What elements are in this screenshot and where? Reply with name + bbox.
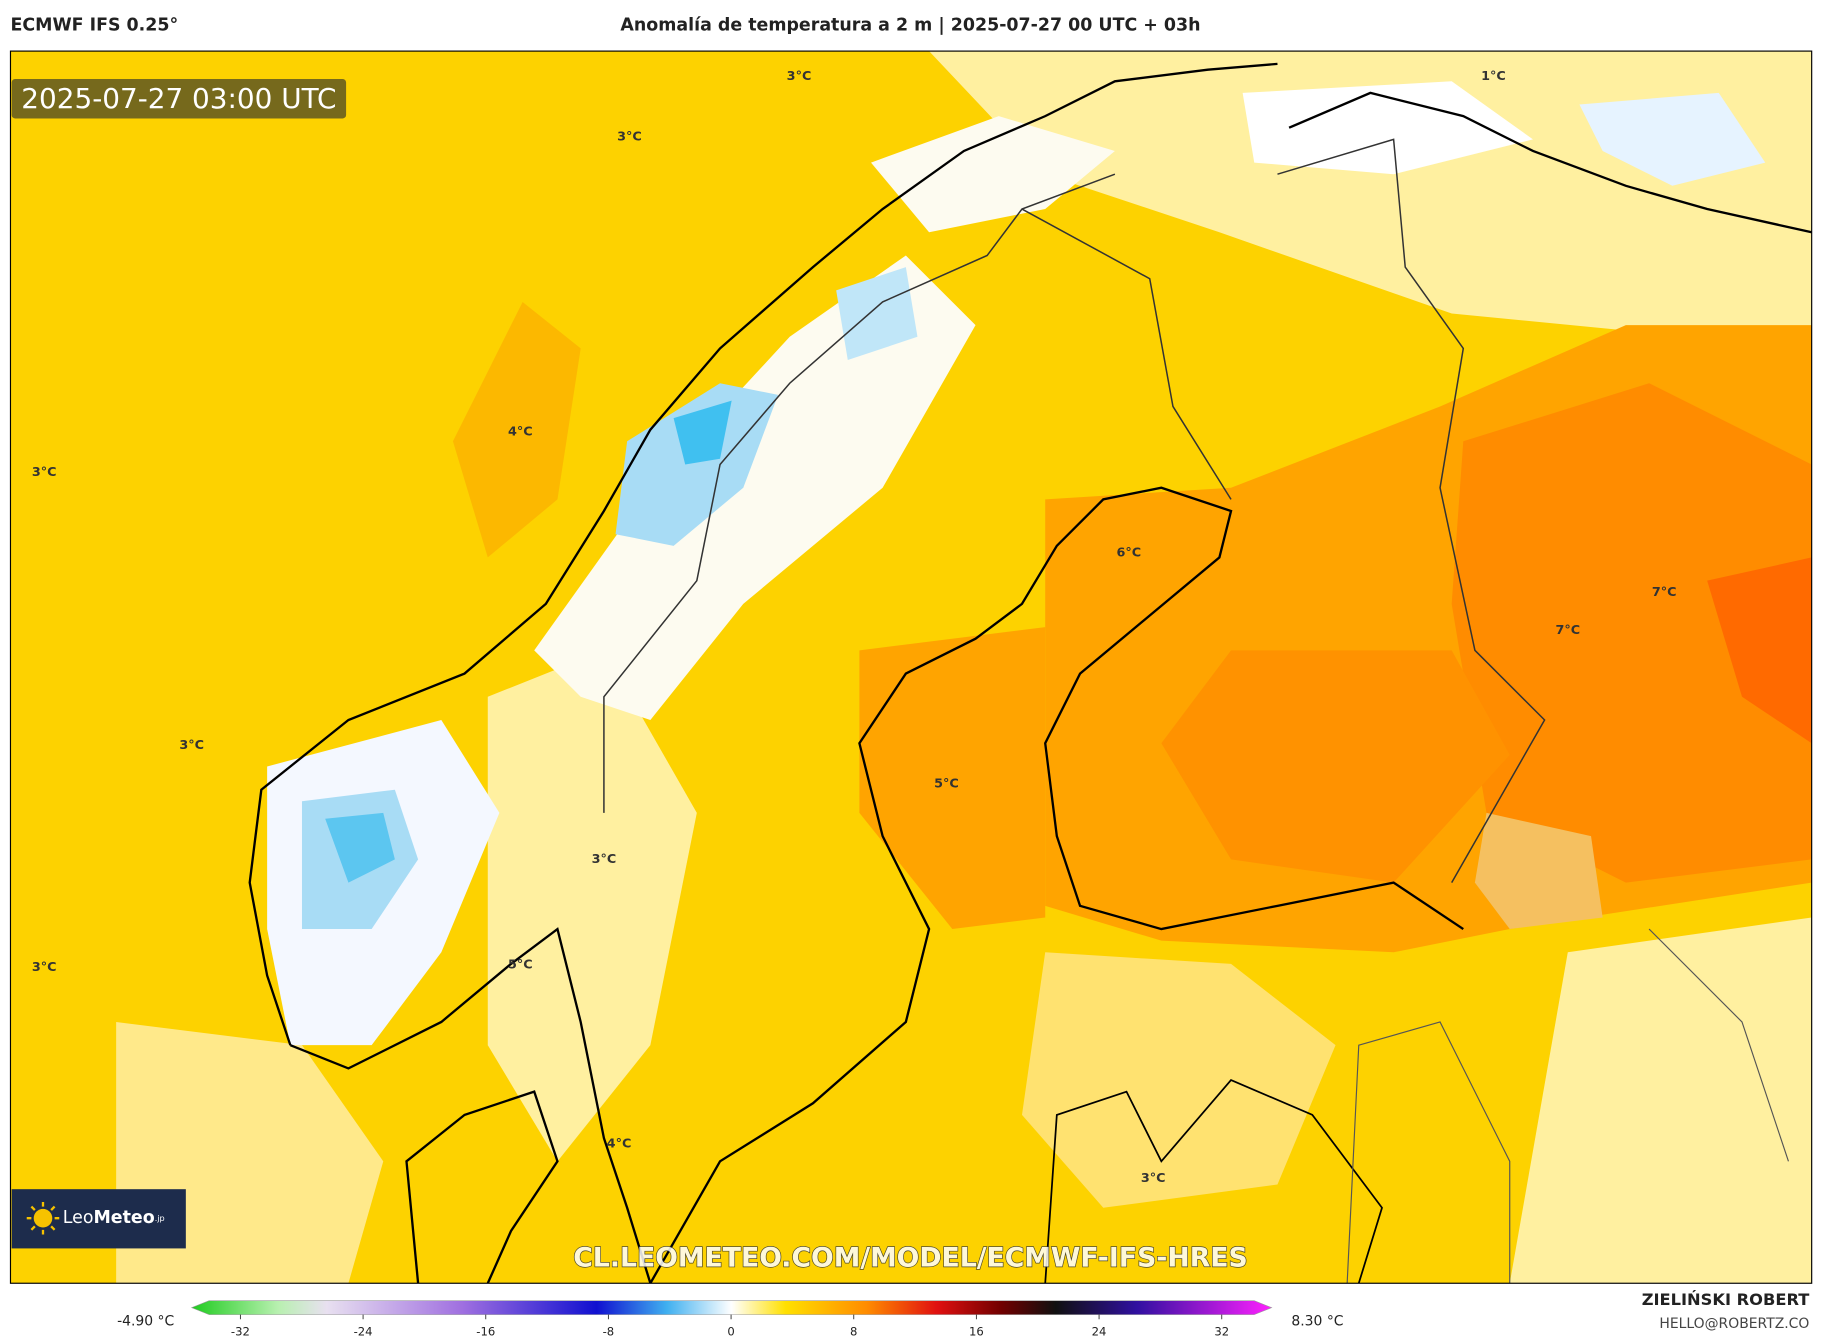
source-url: CL.LEOMETEO.COM/MODEL/ECMWF-IFS-HRES	[573, 1242, 1248, 1273]
coastline	[649, 486, 1464, 1284]
coastline	[405, 1090, 559, 1284]
contact: HELLO@ROBERTZ.CO	[1659, 1316, 1809, 1332]
contour-labels: 3°C 3°C 1°C 4°C 3°C 6°C 7°C 7°C 3°C 5°C 3°C 3°C 5°C 4…	[32, 69, 1677, 1186]
contour-label: 3°C	[32, 960, 57, 975]
coastline	[289, 927, 652, 1284]
colorbar-tick-label: -32	[231, 1325, 250, 1339]
anomaly-field	[673, 400, 732, 465]
anomaly-field	[1474, 812, 1603, 930]
colorbar-tick-label: 0	[727, 1325, 734, 1339]
border	[1346, 928, 1790, 1284]
timestamp: 2025-07-27 03:00 UTC	[21, 82, 336, 115]
logo-part: Meteo	[93, 1208, 154, 1228]
anomaly-field	[1579, 92, 1766, 186]
contour-label: 3°C	[592, 852, 617, 867]
contour-label: 4°C	[607, 1136, 632, 1151]
colorbar-tick-label: 32	[1214, 1325, 1229, 1339]
anomaly-field	[1509, 917, 1812, 1284]
colorbar-tick-label: 8	[850, 1325, 857, 1339]
coastline	[1288, 91, 1812, 234]
coastline	[1044, 1078, 1383, 1284]
colorbar-tick-label: -24	[354, 1325, 373, 1339]
map-frame	[9, 50, 1813, 1284]
anomaly-field	[1707, 557, 1812, 744]
colorbar-min: -4.90 °C	[117, 1314, 174, 1330]
contour-label: 3°C	[1141, 1171, 1166, 1186]
border	[603, 173, 1116, 813]
colorbar-tick-label: 16	[969, 1325, 984, 1339]
anomaly-field	[487, 650, 697, 1162]
anomaly-field	[452, 301, 581, 558]
contour-label: 3°C	[617, 130, 642, 145]
colorbar-tick-label: -16	[476, 1325, 495, 1339]
timestamp-box	[11, 78, 347, 119]
anomaly-field	[1021, 952, 1336, 1208]
colorbar-tick-label: -8	[603, 1325, 615, 1339]
coastline	[248, 62, 1278, 1046]
logo-part: Leo	[63, 1208, 94, 1228]
author: ZIELIŃSKI ROBERT	[1642, 1290, 1810, 1309]
contour-label: 7°C	[1555, 623, 1580, 638]
logo-text: LeoMeteo.jp	[63, 1208, 165, 1228]
anomaly-field	[1451, 383, 1812, 883]
anomaly-field	[325, 812, 395, 883]
contour-label: 3°C	[32, 465, 57, 480]
logo-sun	[26, 1201, 60, 1235]
border	[1021, 138, 1546, 883]
anomaly-field	[871, 116, 1115, 233]
anomaly-field	[534, 255, 976, 721]
contour-label: 3°C	[179, 738, 204, 753]
colorbar-max: 8.30 °C	[1291, 1314, 1343, 1330]
contour-label: 3°C	[787, 69, 812, 84]
contour-label: 6°C	[1117, 545, 1142, 560]
contour-label: 1°C	[1481, 69, 1506, 84]
anomaly-field	[836, 267, 918, 361]
model-name: ECMWF IFS 0.25°	[10, 16, 178, 36]
colorbar-tick-label: 24	[1092, 1325, 1107, 1339]
contour-label: 7°C	[1652, 585, 1677, 600]
anomaly-field	[1161, 650, 1510, 883]
contour-label: 5°C	[508, 958, 533, 973]
colorbar-gradient	[190, 1300, 1273, 1315]
colorbar: -4.90 °C 8.30 °C -32 -24 -16 -8 0 8 16 24 32	[117, 1300, 1344, 1339]
anomaly-field	[1242, 81, 1533, 175]
map-title: Anomalía de temperatura a 2 m | 2025-07-…	[620, 16, 1200, 36]
contour-label: 5°C	[934, 776, 959, 791]
map-area: 3°C 3°C 1°C 4°C 3°C 6°C 7°C 7°C 3°C 5°C 3°C 3°C 5°C 4…	[10, 51, 1812, 1284]
anomaly-field	[859, 627, 1046, 930]
contour-label: 4°C	[508, 425, 533, 440]
logo-part: .jp	[155, 1213, 165, 1223]
